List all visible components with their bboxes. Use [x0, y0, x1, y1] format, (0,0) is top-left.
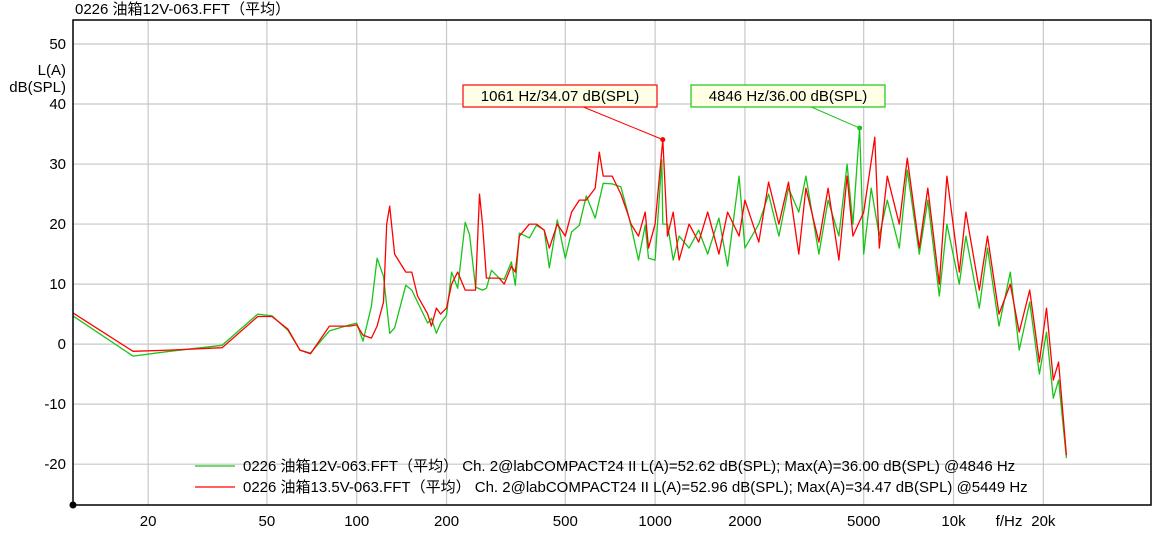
annotation-marker: [857, 125, 863, 131]
x-tick-label: 20k: [1031, 513, 1056, 530]
series-lines: [72, 127, 1068, 459]
legend: 0226 油箱12V-063.FFT（平均） Ch. 2@labCOMPACT2…: [195, 458, 1028, 496]
y-tick-label: 50: [49, 36, 66, 53]
legend-entry: 0226 油箱13.5V-063.FFT（平均） Ch. 2@labCOMPAC…: [243, 479, 1028, 496]
annotation-leader: [583, 106, 663, 141]
grid: [73, 20, 1151, 505]
y-axis-label-line2: dB(SPL): [9, 79, 66, 96]
x-axis-label: f/Hz: [996, 513, 1023, 530]
y-tick-label: 30: [49, 156, 66, 173]
x-tick-label: 20: [140, 513, 157, 530]
x-tick-label: 10k: [941, 513, 966, 530]
annotation-leader: [811, 106, 860, 129]
y-tick-labels: 50 40 30 20 10 0 -10 -20: [44, 36, 66, 473]
origin-dot: [69, 501, 77, 509]
series-line-2: [72, 136, 1068, 456]
annotation-box: [462, 84, 658, 108]
annotation-label: 1061 Hz/34.07 dB(SPL): [481, 88, 639, 105]
x-tick-labels: 20 50 100 200 500 1000 2000 5000 10k 20k: [140, 513, 1056, 530]
x-tick-label: 1000: [638, 513, 671, 530]
x-tick-label: 500: [553, 513, 578, 530]
y-tick-label: 40: [49, 96, 66, 113]
y-tick-label: 20: [49, 216, 66, 233]
annotations: 1061 Hz/34.07 dB(SPL) 4846 Hz/36.00 dB(SP…: [462, 84, 886, 143]
x-tick-label: 50: [259, 513, 276, 530]
x-tick-label: 200: [434, 513, 459, 530]
annotation-marker: [660, 137, 666, 143]
plot-frame: [72, 19, 1152, 506]
annotation-label: 4846 Hz/36.00 dB(SPL): [709, 88, 867, 105]
y-axis-label-line1: L(A): [38, 62, 66, 79]
annotation-box: [690, 84, 886, 108]
series-line-1: [72, 127, 1068, 459]
y-tick-label: -10: [44, 396, 66, 413]
y-tick-label: 0: [58, 336, 66, 353]
legend-entry: 0226 油箱12V-063.FFT（平均） Ch. 2@labCOMPACT2…: [243, 458, 1015, 475]
x-tick-label: 5000: [847, 513, 880, 530]
chart-title: 0226 油箱12V-063.FFT（平均）: [75, 1, 290, 18]
y-tick-label: -20: [44, 456, 66, 473]
x-tick-label: 100: [344, 513, 369, 530]
x-tick-label: 2000: [728, 513, 761, 530]
y-tick-label: 10: [49, 276, 66, 293]
